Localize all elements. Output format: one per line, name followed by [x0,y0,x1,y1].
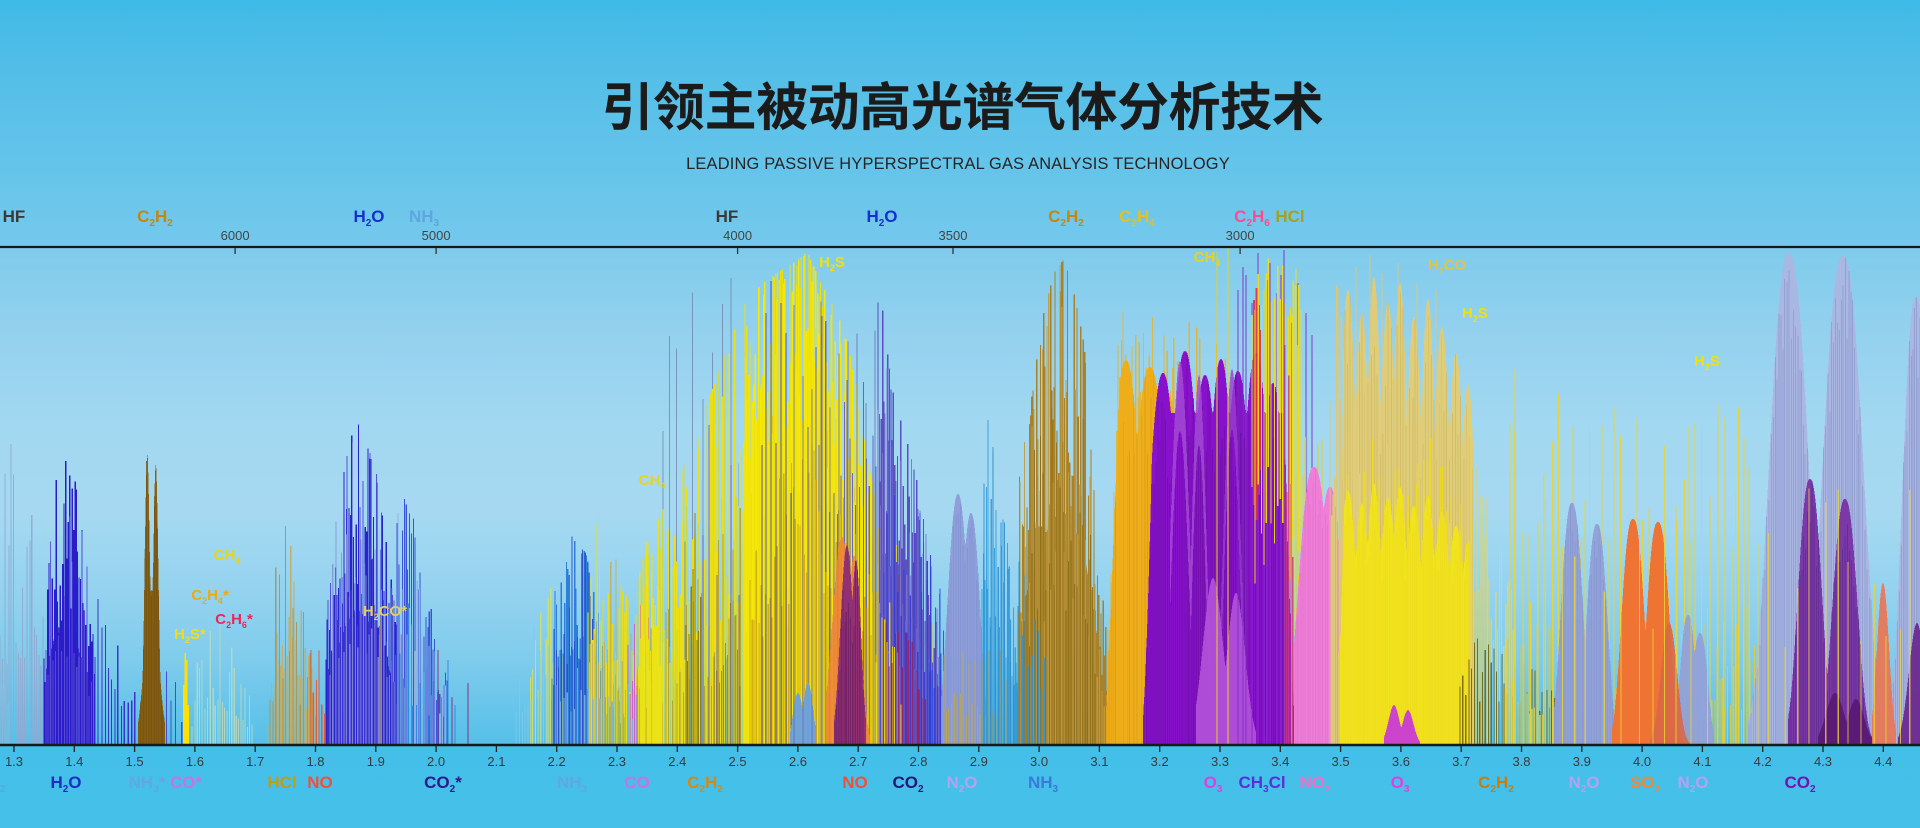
svg-text:4.3: 4.3 [1814,754,1832,769]
svg-text:1.3: 1.3 [5,754,23,769]
svg-text:4.2: 4.2 [1754,754,1772,769]
svg-text:CO: CO [624,773,650,792]
svg-text:1.6: 1.6 [186,754,204,769]
svg-text:NH3​: NH3​ [1028,773,1059,795]
svg-text:1.7: 1.7 [246,754,264,769]
svg-text:C2​H6​: C2​H6​ [1234,207,1270,229]
svg-text:C2​H2​: C2​H2​ [137,207,173,229]
svg-text:O2​: O2​ [0,773,6,795]
svg-text:H2​S: H2​S [819,254,845,273]
svg-text:C2​H6​*: C2​H6​* [215,611,253,630]
svg-text:3000: 3000 [1226,228,1255,243]
svg-text:C2​H4​: C2​H4​ [1119,207,1155,229]
svg-text:3.1: 3.1 [1090,754,1108,769]
svg-text:LEADING PASSIVE HYPERSPECTRAL: LEADING PASSIVE HYPERSPECTRAL GAS ANALYS… [686,155,1230,173]
svg-text:C2​H4​*: C2​H4​* [191,587,229,606]
svg-text:O3​: O3​ [1391,773,1410,795]
svg-text:3500: 3500 [939,228,968,243]
svg-text:NO: NO [307,773,333,792]
svg-text:H2​O: H2​O [353,207,384,229]
svg-text:2.5: 2.5 [729,754,747,769]
svg-text:N2​O: N2​O [1677,773,1708,795]
svg-text:2.4: 2.4 [668,754,686,769]
svg-text:H2​CO*: H2​CO* [363,603,407,622]
svg-text:2.0: 2.0 [427,754,445,769]
svg-text:3.4: 3.4 [1271,754,1289,769]
svg-text:3.8: 3.8 [1512,754,1530,769]
svg-text:H2​S: H2​S [1462,305,1488,324]
svg-text:3.3: 3.3 [1211,754,1229,769]
svg-text:1.9: 1.9 [367,754,385,769]
svg-text:HF: HF [3,207,26,226]
svg-text:O3​: O3​ [1204,773,1223,795]
svg-text:3.0: 3.0 [1030,754,1048,769]
svg-text:3.5: 3.5 [1332,754,1350,769]
svg-text:3.9: 3.9 [1573,754,1591,769]
svg-text:4000: 4000 [723,228,752,243]
svg-text:2.3: 2.3 [608,754,626,769]
svg-text:NH3​: NH3​ [409,207,440,229]
svg-text:4.1: 4.1 [1693,754,1711,769]
svg-text:5000: 5000 [422,228,451,243]
svg-text:CO*: CO* [170,773,203,792]
svg-text:6000: 6000 [221,228,250,243]
svg-text:CO2​: CO2​ [1784,773,1816,795]
svg-text:CH4​: CH4​ [214,547,241,566]
svg-text:2.8: 2.8 [909,754,927,769]
svg-text:2.9: 2.9 [970,754,988,769]
svg-text:4.4: 4.4 [1874,754,1892,769]
svg-text:2.7: 2.7 [849,754,867,769]
svg-text:H2​O: H2​O [50,773,81,795]
svg-text:NH3​: NH3​ [557,773,588,795]
svg-text:NO2​: NO2​ [1299,773,1331,795]
svg-text:N2​O: N2​O [1568,773,1599,795]
svg-text:3.6: 3.6 [1392,754,1410,769]
svg-text:NH3​*: NH3​* [129,773,166,795]
svg-text:HCl: HCl [267,773,296,792]
svg-text:4.0: 4.0 [1633,754,1651,769]
svg-text:CO2​: CO2​ [892,773,924,795]
svg-text:SO2​: SO2​ [1630,773,1661,795]
svg-text:1.8: 1.8 [306,754,324,769]
svg-text:H2​S*: H2​S* [174,626,206,645]
svg-text:2.6: 2.6 [789,754,807,769]
svg-text:CO2​*: CO2​* [424,773,462,795]
svg-text:1.5: 1.5 [126,754,144,769]
svg-text:H2​S: H2​S [1694,353,1720,372]
svg-text:2.1: 2.1 [487,754,505,769]
svg-text:N2​O: N2​O [946,773,977,795]
svg-text:NO: NO [842,773,868,792]
svg-text:C2​H2​: C2​H2​ [1048,207,1084,229]
svg-text:H2​CO: H2​CO [1428,257,1467,276]
svg-text:1.4: 1.4 [65,754,83,769]
svg-text:CH4​: CH4​ [639,472,666,491]
svg-text:HCl: HCl [1275,207,1304,226]
svg-text:C2​H2​: C2​H2​ [687,773,723,795]
svg-text:2.2: 2.2 [548,754,566,769]
svg-text:3.7: 3.7 [1452,754,1470,769]
svg-text:3.2: 3.2 [1151,754,1169,769]
svg-text:HF: HF [716,207,739,226]
svg-text:CH4​: CH4​ [1194,249,1221,268]
svg-text:CH3​Cl: CH3​Cl [1238,773,1285,795]
svg-text:C2​H2​: C2​H2​ [1478,773,1514,795]
svg-text:H2​O: H2​O [866,207,897,229]
